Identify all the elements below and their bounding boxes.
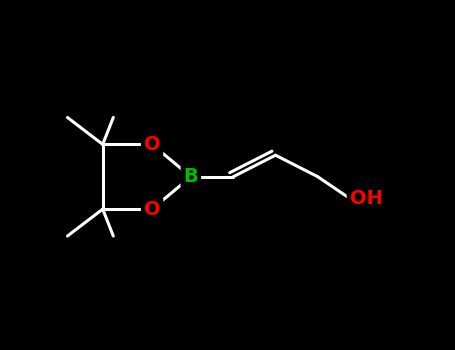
Text: O: O xyxy=(144,135,161,154)
Text: O: O xyxy=(144,199,161,219)
Text: B: B xyxy=(183,167,198,186)
Text: OH: OH xyxy=(349,189,383,208)
